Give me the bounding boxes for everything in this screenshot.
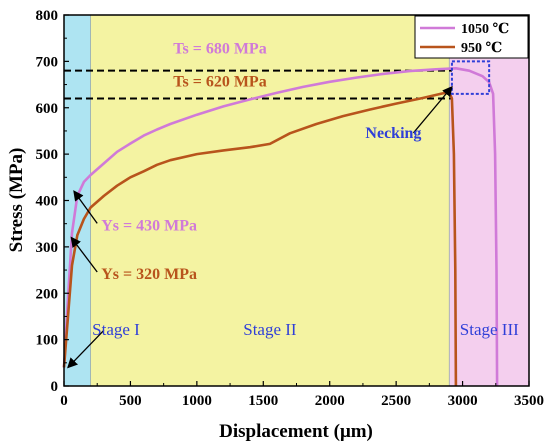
annotation-label: Ys = 320 MPa (101, 266, 197, 283)
y-tick-label: 400 (36, 194, 59, 210)
x-tick-label: 3500 (514, 393, 544, 409)
legend-box (414, 15, 529, 59)
stage-label-3: Stage III (460, 320, 519, 339)
y-tick-label: 500 (36, 147, 59, 163)
x-tick-label: 2500 (381, 393, 411, 409)
x-tick-label: 1000 (182, 393, 212, 409)
annotation-arrow (73, 190, 98, 224)
stage-label-2: Stage II (243, 320, 297, 339)
legend: 1050 ℃ 950 ℃ (414, 15, 529, 59)
y-tick-label: 300 (36, 240, 59, 256)
axis-ticks (63, 14, 530, 387)
y-tick-label: 100 (36, 333, 59, 349)
axis-tick-labels: 0 500 1000 1500 2000 2500 3000 3500 0 100 200 300 40… (36, 8, 545, 409)
series-line-1 (62, 67, 499, 387)
annotation-arrows (67, 85, 453, 369)
annotation-label: Ys = 430 MPa (101, 217, 197, 234)
x-tick-label: 3000 (448, 393, 478, 409)
x-tick-label: 500 (119, 393, 142, 409)
annotation-label: Necking (365, 125, 421, 142)
annotation-arrow (412, 85, 453, 134)
annotation-arrow (70, 236, 98, 273)
x-tick-label: 1500 (248, 393, 278, 409)
y-tick-label: 700 (36, 54, 59, 70)
annotation-labels: Stage I Stage II Stage III Ts = 680 MPa Ts =… (92, 41, 519, 339)
origin-arrow (67, 329, 105, 369)
stage-label-1: Stage I (92, 320, 140, 339)
legend-label: 950 ℃ (461, 41, 503, 56)
y-axis-title: Stress (MPa) (6, 148, 27, 253)
legend-label: 1050 ℃ (461, 22, 510, 37)
y-tick-label: 0 (51, 379, 59, 395)
x-tick-label: 0 (60, 393, 68, 409)
x-tick-label: 2000 (315, 393, 345, 409)
y-tick-label: 600 (36, 101, 59, 117)
stage-region-2 (90, 15, 450, 386)
background-regions (64, 15, 529, 386)
y-tick-label: 200 (36, 286, 59, 302)
x-axis-title: Displacement (μm) (219, 421, 373, 442)
reference-line-label: Ts = 680 MPa (173, 41, 266, 58)
y-tick-label: 800 (36, 8, 59, 24)
reference-line-label: Ts = 620 MPa (173, 73, 266, 90)
